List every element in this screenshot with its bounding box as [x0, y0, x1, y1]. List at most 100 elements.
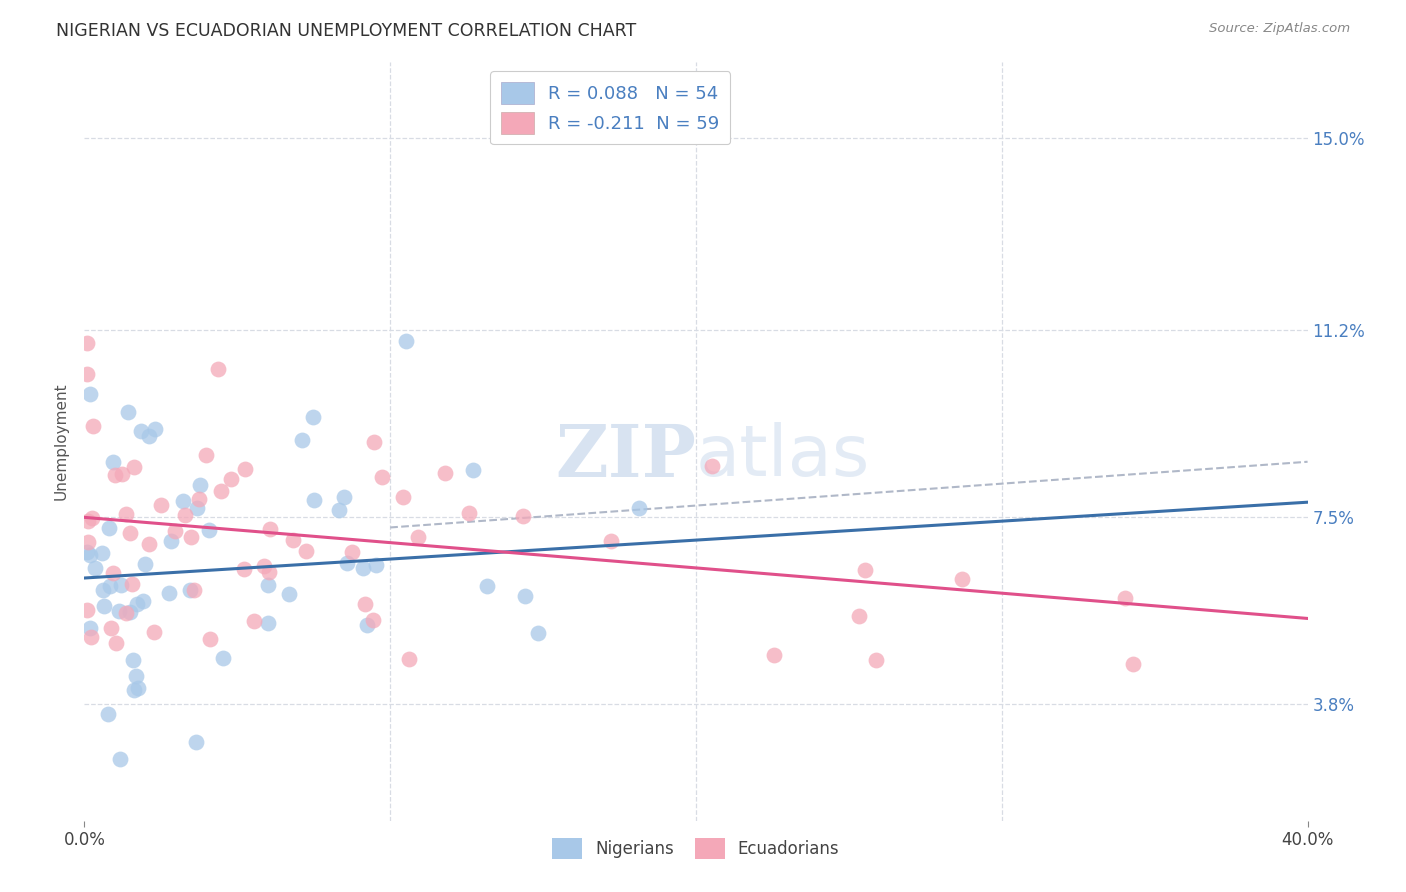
Point — [79, 548, 101, 562]
Point — [143, 624, 166, 639]
Point — [354, 597, 377, 611]
Point — [80, 630, 103, 644]
Point — [127, 681, 149, 695]
Point — [187, 492, 209, 507]
Point — [233, 562, 256, 576]
Point — [121, 576, 143, 591]
Point — [392, 490, 415, 504]
Point — [121, 653, 143, 667]
Point — [278, 587, 301, 601]
Point — [848, 608, 870, 623]
Legend: Nigerians, Ecuadorians: Nigerians, Ecuadorians — [546, 831, 846, 865]
Point — [398, 652, 420, 666]
Point — [93, 599, 115, 614]
Point — [117, 405, 139, 419]
Point — [77, 514, 100, 528]
Point — [76, 368, 98, 382]
Point — [79, 621, 101, 635]
Y-axis label: Unemployment: Unemployment — [53, 383, 69, 500]
Point — [340, 545, 363, 559]
Point — [352, 561, 374, 575]
Point — [138, 537, 160, 551]
Point — [1114, 591, 1136, 606]
Point — [233, 462, 256, 476]
Point — [256, 578, 278, 592]
Point — [108, 604, 131, 618]
Point — [257, 616, 280, 631]
Point — [328, 502, 350, 516]
Text: NIGERIAN VS ECUADORIAN UNEMPLOYMENT CORRELATION CHART: NIGERIAN VS ECUADORIAN UNEMPLOYMENT CORR… — [56, 22, 637, 40]
Point — [129, 424, 152, 438]
Point — [700, 458, 723, 473]
Point — [120, 525, 142, 540]
Point — [301, 409, 323, 424]
Point — [186, 501, 208, 516]
Point — [219, 472, 242, 486]
Point — [281, 533, 304, 548]
Point — [253, 559, 276, 574]
Point — [356, 618, 378, 632]
Point — [212, 651, 235, 665]
Point — [259, 522, 281, 536]
Point — [865, 653, 887, 667]
Point — [122, 682, 145, 697]
Point — [257, 566, 280, 580]
Point — [291, 433, 314, 447]
Point — [195, 448, 218, 462]
Point — [434, 466, 457, 480]
Point — [366, 558, 388, 573]
Point — [114, 507, 136, 521]
Point — [371, 470, 394, 484]
Point — [363, 434, 385, 449]
Point — [76, 336, 98, 351]
Point — [302, 492, 325, 507]
Point — [209, 483, 232, 498]
Point — [98, 578, 121, 592]
Point — [90, 546, 112, 560]
Point — [134, 557, 156, 571]
Point — [627, 500, 650, 515]
Point — [179, 582, 201, 597]
Text: ZIP: ZIP — [555, 421, 696, 492]
Point — [763, 648, 786, 662]
Point — [198, 524, 221, 538]
Point — [98, 521, 121, 535]
Point — [157, 586, 180, 600]
Point — [395, 334, 418, 348]
Point — [855, 563, 877, 577]
Point — [97, 707, 120, 722]
Point — [600, 534, 623, 549]
Point — [477, 579, 499, 593]
Point — [183, 582, 205, 597]
Point — [188, 478, 211, 492]
Point — [125, 668, 148, 682]
Point — [108, 752, 131, 766]
Point — [76, 535, 98, 549]
Point — [110, 578, 132, 592]
Point — [1122, 657, 1144, 672]
Point — [463, 463, 485, 477]
Point — [127, 597, 149, 611]
Point — [143, 422, 166, 436]
Point — [76, 545, 98, 559]
Point — [515, 589, 537, 603]
Point — [149, 499, 172, 513]
Point — [124, 459, 146, 474]
Point — [105, 636, 128, 650]
Point — [82, 418, 104, 433]
Point — [103, 566, 125, 581]
Point — [79, 387, 101, 401]
Point — [242, 615, 264, 629]
Point — [361, 614, 384, 628]
Point — [527, 626, 550, 640]
Point — [111, 467, 134, 481]
Point — [132, 594, 155, 608]
Point — [100, 621, 122, 635]
Point — [115, 606, 138, 620]
Point — [333, 490, 356, 504]
Point — [138, 429, 160, 443]
Point — [76, 603, 98, 617]
Point — [104, 468, 127, 483]
Point — [295, 543, 318, 558]
Point — [160, 533, 183, 548]
